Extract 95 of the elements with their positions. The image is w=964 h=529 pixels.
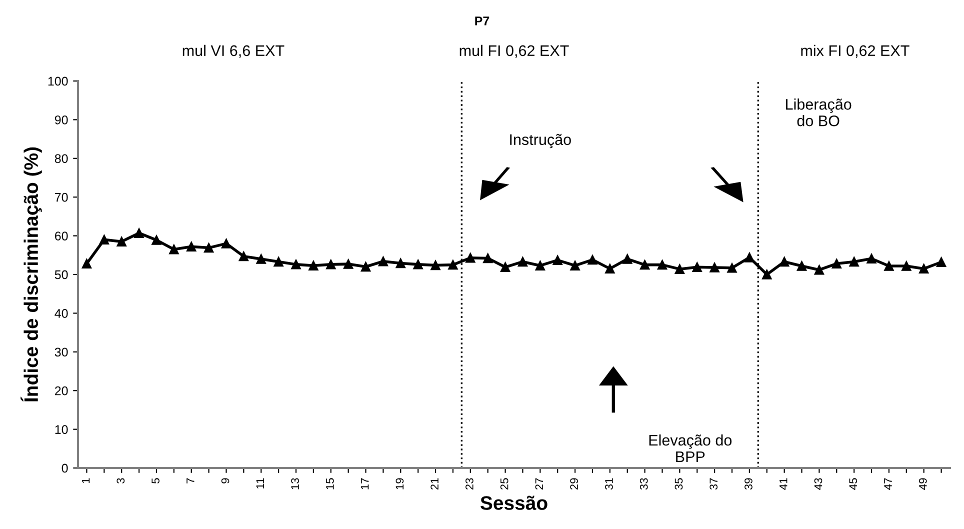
point	[814, 264, 824, 275]
x-tick-label: 33	[640, 478, 648, 490]
y-tick-label: 50	[54, 270, 68, 280]
x-tick-label: 11	[256, 478, 264, 488]
point	[866, 254, 876, 264]
x-tick-label: 3	[116, 478, 125, 484]
point	[134, 228, 144, 238]
y-tick-label: 90	[54, 116, 68, 124]
x-tick-label: 13	[291, 478, 299, 490]
point	[849, 256, 859, 267]
point	[152, 235, 162, 245]
point	[918, 264, 929, 274]
point	[588, 254, 598, 265]
x-tick-label: 7	[186, 478, 194, 484]
y-axis-title: Índice de discriminação (%)	[20, 147, 42, 402]
point	[99, 234, 110, 245]
y-tick-label: 0	[62, 464, 68, 473]
chart-title: P7	[475, 16, 490, 26]
x-tick-label: 27	[535, 478, 544, 490]
x-tick-label: 43	[814, 478, 822, 490]
point	[238, 251, 249, 262]
y-tick-label: 70	[55, 192, 68, 202]
point	[710, 262, 720, 272]
y-tick-label: 30	[54, 348, 68, 357]
y-tick-label: 40	[54, 309, 68, 318]
x-tick-label: 5	[152, 478, 160, 484]
x-axis-title: Sessão	[480, 496, 548, 510]
y-tick-label: 80	[54, 154, 68, 164]
point	[308, 260, 318, 270]
point	[466, 252, 476, 263]
point	[500, 262, 510, 272]
x-tick-label: 45	[849, 478, 858, 490]
point	[169, 244, 179, 254]
point	[605, 264, 615, 274]
point	[274, 256, 284, 267]
point	[116, 236, 126, 246]
point	[936, 257, 946, 267]
annotation: Elevação do BPP	[649, 434, 732, 462]
point	[343, 259, 354, 269]
point	[552, 255, 562, 266]
point	[256, 254, 266, 264]
x-tick-label: 31	[605, 478, 613, 490]
point	[204, 242, 214, 253]
point	[640, 260, 650, 270]
x-tick-label: 19	[396, 478, 404, 490]
point	[884, 261, 894, 271]
x-tick-label: 41	[780, 478, 788, 490]
text: mul VI 6,6 EXT	[182, 44, 284, 58]
point	[832, 258, 842, 269]
point	[570, 260, 580, 270]
point	[657, 260, 668, 270]
text: mul FI 0,62 EXT	[460, 44, 569, 58]
text: mix FI 0,62 EXT	[801, 44, 910, 58]
point	[360, 262, 371, 272]
x-tick-label: 23	[466, 478, 474, 490]
point	[82, 258, 92, 269]
x-tick-label: 47	[884, 478, 892, 490]
point	[674, 264, 685, 274]
y-tick-label: 60	[55, 232, 68, 240]
point	[744, 252, 754, 262]
point	[518, 256, 528, 267]
x-tick-label: 1	[82, 478, 90, 484]
point	[796, 261, 807, 271]
x-tick-label: 39	[744, 478, 752, 490]
x-tick-label: 17	[360, 478, 369, 490]
point	[779, 256, 790, 267]
point	[221, 238, 232, 248]
point	[692, 262, 702, 272]
point	[326, 260, 336, 270]
y-tick-label: 10	[55, 425, 68, 434]
point	[902, 261, 912, 271]
point	[448, 260, 458, 270]
x-tick-label: 9	[221, 478, 230, 484]
x-tick-label: 35	[674, 478, 683, 490]
x-tick-label: 15	[326, 478, 334, 490]
point	[727, 263, 737, 273]
point	[482, 253, 493, 264]
point	[622, 254, 632, 264]
point	[762, 270, 772, 280]
point	[430, 260, 440, 270]
x-tick-label: 29	[570, 478, 578, 490]
y-tick-label: 20	[55, 386, 68, 396]
point	[413, 260, 423, 270]
annotation: Instrução	[510, 134, 571, 148]
point	[535, 260, 546, 270]
x-tick-label: 49	[918, 478, 927, 490]
point	[186, 242, 196, 252]
x-tick-label: 37	[710, 478, 718, 490]
x-tick-label: 25	[500, 478, 508, 490]
x-tick-label: 21	[430, 478, 438, 490]
point	[396, 258, 406, 268]
annotation: Liberação do BO	[786, 98, 852, 126]
point	[378, 256, 388, 266]
y-tick-label: 100	[48, 76, 68, 86]
point	[291, 260, 301, 270]
